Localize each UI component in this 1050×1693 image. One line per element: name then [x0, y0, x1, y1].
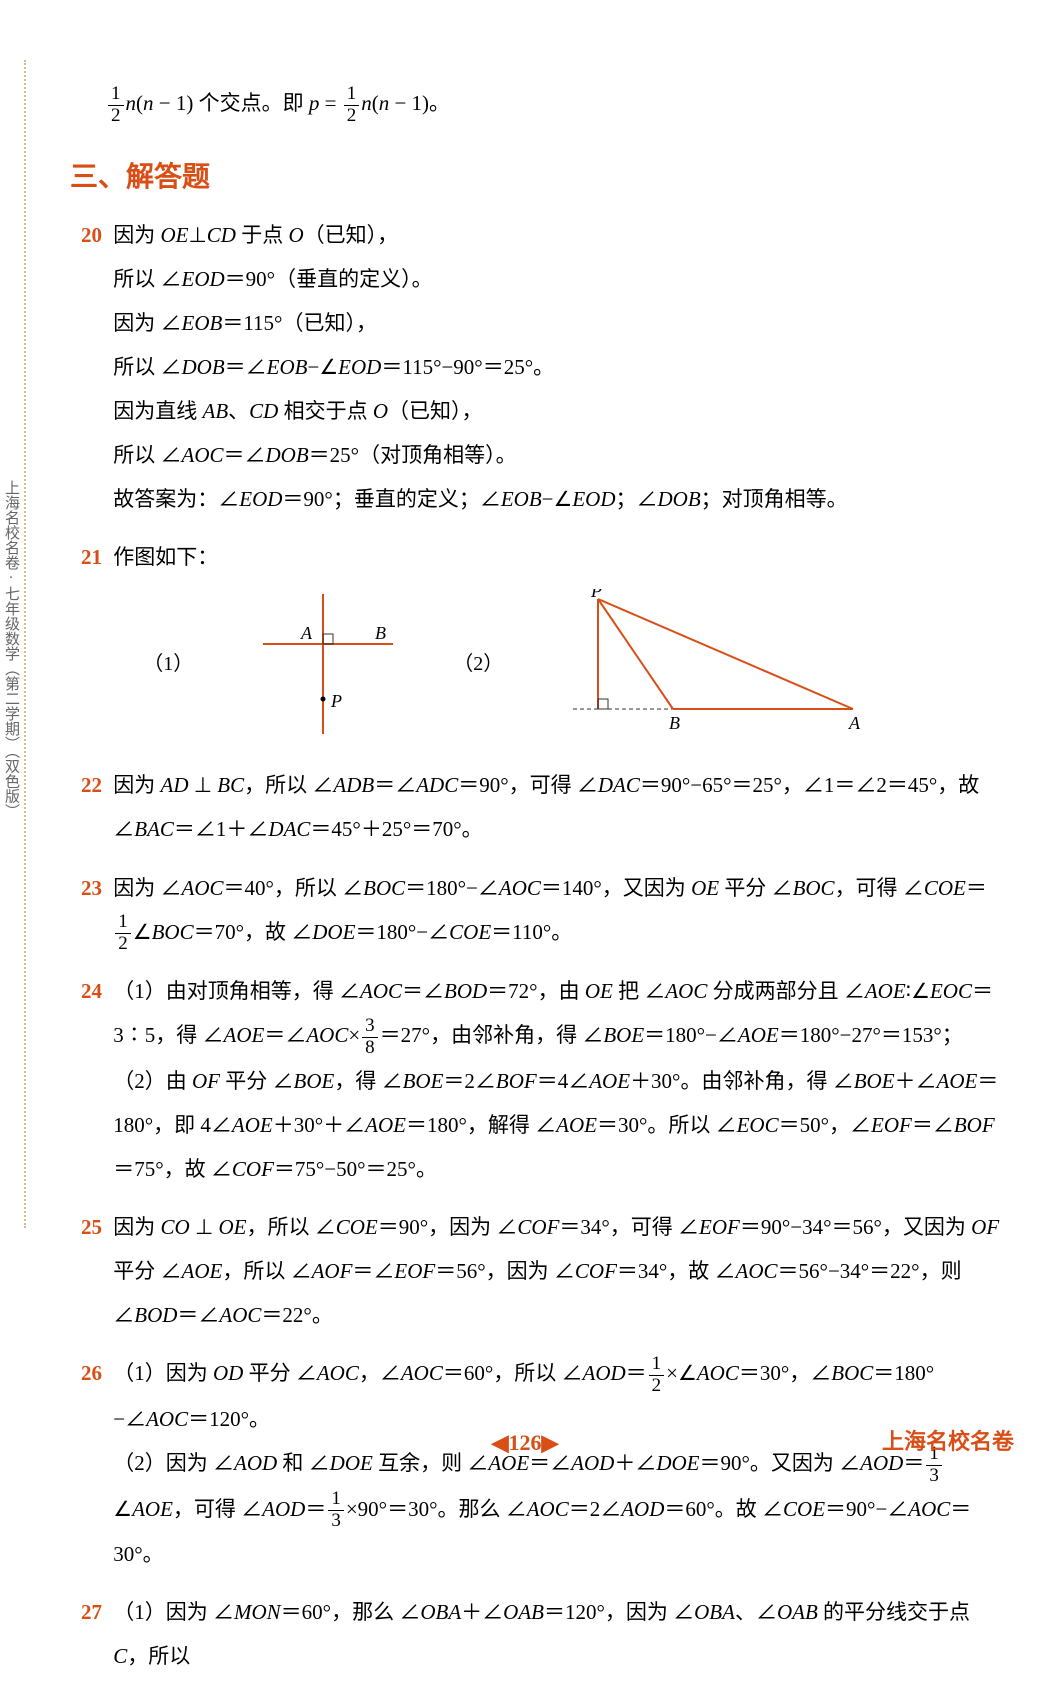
figure-2-svg: P B A	[553, 589, 873, 739]
problem-body: （1）因为 ∠MON＝60°，那么 ∠OBA＋∠OAB＝120°，因为 ∠OBA…	[107, 1590, 1003, 1678]
svg-text:A: A	[300, 623, 313, 643]
top-expression: 12n(n − 1) 个交点。即 p = 12n(n − 1)。	[106, 80, 1010, 127]
page-num: 126	[509, 1430, 542, 1455]
figure-1-svg: A B P	[243, 589, 403, 739]
problem-number: 21	[70, 535, 102, 579]
problem-body: 因为 AD ⊥ BC，所以 ∠ADB＝∠ADC＝90°，可得 ∠DAC＝90°−…	[107, 763, 1003, 851]
vertical-book-label: 上海名校名卷·七年级数学（第二学期）（双色版）	[0, 480, 22, 819]
problem-number: 22	[70, 763, 102, 807]
left-arrow-icon: ◀	[492, 1430, 509, 1455]
fig2-label: （2）	[453, 643, 503, 685]
problem-27: 27 （1）因为 ∠MON＝60°，那么 ∠OBA＋∠OAB＝120°，因为 ∠…	[70, 1590, 1010, 1678]
fig1-label: （1）	[143, 643, 193, 685]
figure-row: （1） A B P （2） P	[143, 589, 1003, 739]
problem-body: 因为 CO ⊥ OE，所以 ∠COE＝90°，因为 ∠COF＝34°，可得 ∠E…	[107, 1205, 1003, 1337]
problem-26: 26 （1）因为 OD 平分 ∠AOC，∠AOC＝60°，所以 ∠AOD＝12×…	[70, 1351, 1010, 1576]
problem-24: 24 （1）由对顶角相等，得 ∠AOC＝∠BOD＝72°，由 OE 把 ∠AOC…	[70, 969, 1010, 1191]
svg-text:A: A	[848, 713, 861, 733]
problem-25: 25 因为 CO ⊥ OE，所以 ∠COE＝90°，因为 ∠COF＝34°，可得…	[70, 1205, 1010, 1337]
problem-body: 因为 ∠AOC＝40°，所以 ∠BOC＝180°−∠AOC＝140°，又因为 O…	[107, 866, 1003, 956]
problem-number: 25	[70, 1205, 102, 1249]
problem-body: 因为 OE⊥CD 于点 O（已知）， 所以 ∠EOD＝90°（垂直的定义）。 因…	[107, 213, 1003, 522]
section-header: 三、解答题	[70, 155, 1010, 195]
svg-text:P: P	[590, 589, 602, 601]
footer-brand: 上海名校名卷	[882, 1424, 1014, 1456]
problem-number: 27	[70, 1590, 102, 1634]
problem-22: 22 因为 AD ⊥ BC，所以 ∠ADB＝∠ADC＝90°，可得 ∠DAC＝9…	[70, 763, 1010, 851]
problem-23: 23 因为 ∠AOC＝40°，所以 ∠BOC＝180°−∠AOC＝140°，又因…	[70, 866, 1010, 956]
problem-number: 23	[70, 866, 102, 910]
problem-body: （1）由对顶角相等，得 ∠AOC＝∠BOD＝72°，由 OE 把 ∠AOC 分成…	[107, 969, 1003, 1191]
problem-number: 26	[70, 1351, 102, 1395]
right-arrow-icon: ▶	[542, 1430, 559, 1455]
problem-body: （1）因为 OD 平分 ∠AOC，∠AOC＝60°，所以 ∠AOD＝12×∠AO…	[107, 1351, 1003, 1576]
problem-number: 24	[70, 969, 102, 1013]
svg-text:B: B	[375, 623, 386, 643]
page-left-border	[24, 60, 28, 1228]
svg-text:B: B	[669, 713, 680, 733]
problem-number: 20	[70, 213, 102, 257]
problem-21: 21 作图如下： （1） A B P （2）	[70, 535, 1010, 749]
problem-intro: 作图如下：	[113, 545, 218, 569]
problem-body: 作图如下： （1） A B P （2）	[107, 535, 1003, 749]
svg-text:P: P	[330, 691, 342, 711]
problem-20: 20 因为 OE⊥CD 于点 O（已知）， 所以 ∠EOD＝90°（垂直的定义）…	[70, 213, 1010, 522]
